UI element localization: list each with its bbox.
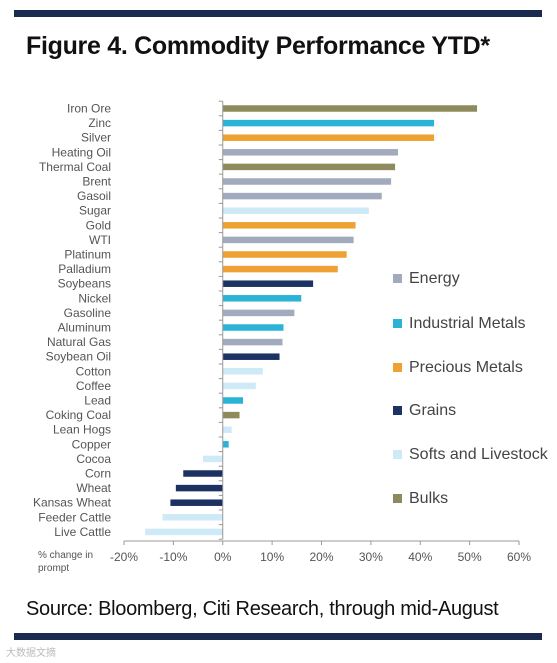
category-label: Corn bbox=[85, 467, 111, 481]
category-label: Gasoline bbox=[64, 306, 112, 320]
x-tick-label: 20% bbox=[309, 550, 333, 564]
bar bbox=[222, 353, 280, 360]
legend-label-grains: Grains bbox=[409, 402, 457, 419]
category-label: Thermal Coal bbox=[39, 160, 111, 174]
bar bbox=[145, 528, 223, 536]
category-label: Feeder Cattle bbox=[38, 510, 111, 524]
legend-swatch-softs-livestock bbox=[393, 450, 402, 459]
bar bbox=[222, 251, 347, 258]
bar bbox=[222, 222, 356, 229]
category-label: Soybeans bbox=[58, 277, 111, 291]
legend-swatch-energy bbox=[393, 274, 402, 283]
legend-item-industrial-metals: Industrial Metals bbox=[393, 313, 549, 335]
bar bbox=[222, 368, 263, 375]
category-label: Sugar bbox=[79, 204, 111, 218]
legend-item-precious-metals: Precious Metals bbox=[393, 357, 549, 379]
category-label: Heating Oil bbox=[52, 145, 111, 159]
bar bbox=[222, 382, 256, 390]
category-label: WTI bbox=[89, 233, 111, 247]
legend-label-softs-livestock: Softs and Livestock bbox=[409, 446, 548, 463]
x-tick-label: -20% bbox=[110, 550, 138, 564]
bar bbox=[222, 134, 435, 141]
legend-item-bulks: Bulks bbox=[393, 488, 549, 510]
chart-title: Figure 4. Commodity Performance YTD* bbox=[26, 32, 490, 60]
category-label: Palladium bbox=[58, 262, 111, 276]
x-axis-label: % change in bbox=[38, 550, 93, 561]
x-tick-label: 30% bbox=[359, 550, 383, 564]
category-label: Aluminum bbox=[58, 321, 111, 335]
bar bbox=[222, 441, 229, 448]
category-label: Soybean Oil bbox=[46, 350, 111, 364]
bar bbox=[222, 397, 243, 404]
category-label: Lead bbox=[84, 394, 111, 408]
top-rule bbox=[14, 10, 542, 17]
category-label: Copper bbox=[72, 437, 111, 451]
category-label: Kansas Wheat bbox=[33, 496, 112, 510]
legend-item-energy: Energy bbox=[393, 268, 549, 290]
legend-swatch-precious-metals bbox=[393, 363, 402, 372]
category-label: Cocoa bbox=[76, 452, 111, 466]
bar bbox=[222, 309, 295, 317]
source-note: Source: Bloomberg, Citi Research, throug… bbox=[26, 598, 499, 620]
x-tick-label: -10% bbox=[159, 550, 187, 564]
x-tick-label: 40% bbox=[408, 550, 432, 564]
x-tick-label: 10% bbox=[260, 550, 284, 564]
bar bbox=[222, 192, 382, 200]
legend-label-bulks: Bulks bbox=[409, 490, 449, 507]
legend-item-grains: Grains bbox=[393, 400, 549, 422]
x-tick-label: 0% bbox=[214, 550, 232, 564]
category-label: Nickel bbox=[78, 291, 111, 305]
bar bbox=[222, 426, 232, 433]
bar bbox=[222, 265, 338, 273]
bar bbox=[222, 295, 302, 302]
bottom-rule bbox=[14, 633, 542, 640]
legend-swatch-bulks bbox=[393, 494, 402, 503]
bar bbox=[222, 178, 392, 185]
legend-label-precious-metals: Precious Metals bbox=[409, 359, 523, 376]
bar bbox=[222, 163, 396, 171]
bar bbox=[183, 470, 223, 477]
category-label: Coking Coal bbox=[46, 408, 111, 422]
bar bbox=[222, 280, 314, 287]
category-label: Live Cattle bbox=[54, 525, 111, 539]
legend-item-softs-livestock: Softs and Livestock bbox=[393, 444, 549, 466]
category-label: Cotton bbox=[76, 364, 111, 378]
bar bbox=[170, 499, 223, 506]
bar bbox=[222, 411, 240, 419]
category-label: Gold bbox=[86, 218, 111, 232]
category-label: Gasoil bbox=[77, 189, 111, 203]
bar bbox=[175, 484, 223, 492]
x-tick-label: 50% bbox=[458, 550, 482, 564]
x-tick-label: 60% bbox=[507, 550, 531, 564]
legend-swatch-industrial-metals bbox=[393, 319, 402, 328]
category-label: Lean Hogs bbox=[53, 423, 111, 437]
legend-label-energy: Energy bbox=[409, 270, 460, 287]
category-label: Brent bbox=[82, 175, 111, 189]
legend-swatch-grains bbox=[393, 406, 402, 415]
category-label: Silver bbox=[81, 131, 111, 145]
legend-label-industrial-metals: Industrial Metals bbox=[409, 315, 526, 332]
bar bbox=[222, 105, 478, 112]
bar bbox=[222, 119, 435, 127]
bar bbox=[222, 236, 354, 244]
bar bbox=[162, 514, 223, 521]
category-label: Wheat bbox=[76, 481, 111, 495]
bar bbox=[203, 455, 223, 463]
bar bbox=[222, 324, 284, 331]
bar bbox=[222, 149, 399, 156]
category-label: Zinc bbox=[88, 116, 111, 130]
category-label: Natural Gas bbox=[47, 335, 111, 349]
x-axis-label-line2: prompt bbox=[38, 563, 69, 574]
bar bbox=[222, 207, 369, 214]
bar bbox=[222, 338, 283, 346]
category-label: Platinum bbox=[64, 248, 111, 262]
category-label: Coffee bbox=[76, 379, 111, 393]
watermark: 大数据文摘 bbox=[6, 648, 56, 659]
category-label: Iron Ore bbox=[67, 102, 111, 116]
